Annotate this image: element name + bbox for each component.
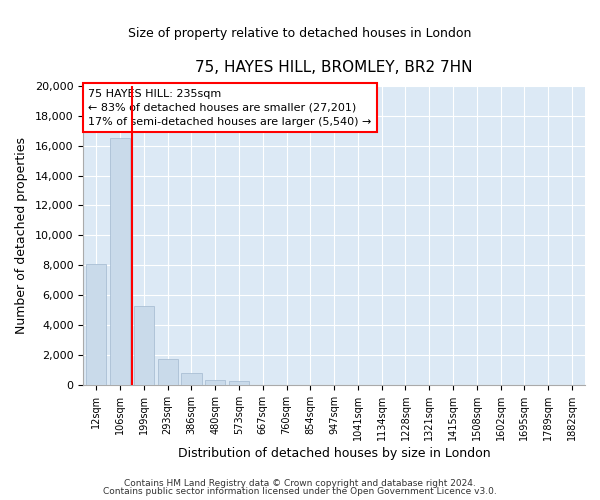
X-axis label: Distribution of detached houses by size in London: Distribution of detached houses by size … bbox=[178, 447, 490, 460]
Bar bbox=[229, 381, 249, 385]
Text: Size of property relative to detached houses in London: Size of property relative to detached ho… bbox=[128, 28, 472, 40]
Text: 75 HAYES HILL: 235sqm
← 83% of detached houses are smaller (27,201)
17% of semi-: 75 HAYES HILL: 235sqm ← 83% of detached … bbox=[88, 89, 371, 127]
Text: Contains public sector information licensed under the Open Government Licence v3: Contains public sector information licen… bbox=[103, 487, 497, 496]
Bar bbox=[158, 358, 178, 385]
Bar bbox=[205, 380, 226, 385]
Bar bbox=[86, 264, 106, 385]
Bar bbox=[110, 138, 130, 385]
Title: 75, HAYES HILL, BROMLEY, BR2 7HN: 75, HAYES HILL, BROMLEY, BR2 7HN bbox=[196, 60, 473, 75]
Text: Contains HM Land Registry data © Crown copyright and database right 2024.: Contains HM Land Registry data © Crown c… bbox=[124, 478, 476, 488]
Y-axis label: Number of detached properties: Number of detached properties bbox=[15, 137, 28, 334]
Bar bbox=[181, 373, 202, 385]
Bar bbox=[134, 306, 154, 385]
